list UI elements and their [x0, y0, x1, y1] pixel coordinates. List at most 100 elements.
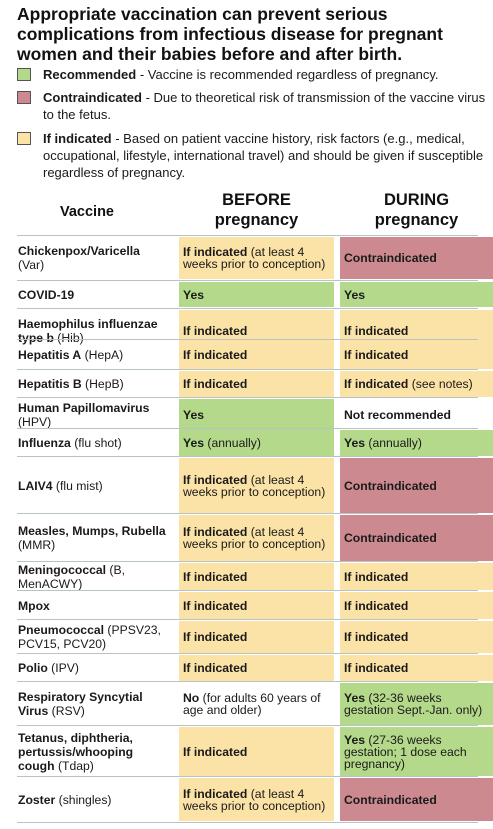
vaccine-column-header: Vaccine: [59, 204, 114, 220]
before-pregnancy-cell: Yes (annually): [179, 430, 334, 456]
table-row: Measles, Mumps, Rubella (MMR) If indicate…: [17, 513, 493, 562]
vaccine-abbr: (MMR): [18, 538, 56, 552]
vaccine-abbr: (HepA): [81, 348, 124, 362]
vaccine-abbr: (PPSV23, PCV15, PCV20): [18, 623, 161, 651]
vaccine-name: Mpox: [18, 599, 168, 613]
vaccine-name-text: COVID-19: [18, 287, 75, 302]
status-label: If indicated: [344, 569, 409, 584]
vaccine-name: Meningococcal (B, MenACWY): [18, 563, 168, 591]
status-note: (annually): [204, 436, 261, 450]
during-pregnancy-cell: If indicated (see notes): [340, 371, 493, 397]
status-label: If indicated: [183, 630, 248, 644]
table-row: Hepatitis B (HepB) If indicated If indicat…: [17, 369, 493, 398]
recommended-swatch: [17, 68, 31, 81]
before-pregnancy-cell: If indicated: [179, 341, 334, 369]
during-pregnancy-cell: Not recommended: [340, 399, 493, 430]
status-label: If indicated: [183, 744, 248, 759]
status-label: Yes: [344, 287, 366, 302]
vaccine-name-text: Mpox: [18, 598, 50, 613]
during-pregnancy-cell: If indicated: [340, 341, 493, 369]
status-label: If indicated: [183, 786, 248, 801]
status-note: (at least 4 weeks prior to conception): [183, 786, 326, 813]
table-row: Chickenpox/Varicella (Var) If indicated (…: [17, 235, 493, 280]
status-label: If indicated: [344, 598, 409, 613]
before-header-line1: BEFORE: [222, 191, 291, 209]
status-label: If indicated: [183, 598, 248, 613]
status-label: If indicated: [183, 348, 248, 362]
legend-label: If indicated: [43, 131, 112, 146]
vaccine-abbr: (flu shot): [70, 436, 122, 450]
legend-recommended: Recommended - Vaccine is recommended reg…: [17, 66, 487, 83]
during-pregnancy-cell: If indicated: [340, 563, 493, 590]
during-pregnancy-cell: Yes (32-36 weeks gestation Sept.-Jan. on…: [340, 683, 493, 725]
during-pregnancy-cell: Yes (27-36 weeks gestation; 1 dose each …: [340, 727, 493, 776]
status-label: If indicated: [183, 323, 248, 338]
table-row: Hepatitis A (HepA) If indicated If indicat…: [17, 339, 493, 370]
vaccine-name-text: Respiratory Syncytial Virus: [18, 690, 143, 718]
during-pregnancy-cell: If indicated: [340, 655, 493, 681]
table-row: COVID-19 Yes Yes: [17, 280, 493, 308]
before-column-header: BEFORE pregnancy: [179, 190, 334, 230]
status-label: Yes: [183, 287, 205, 302]
vaccine-name: Chickenpox/Varicella (Var): [18, 244, 168, 272]
status-label: If indicated: [344, 630, 409, 644]
status-label: Yes: [183, 407, 205, 422]
during-pregnancy-cell: Contraindicated: [340, 778, 493, 821]
vaccine-abbr: (flu mist): [52, 478, 103, 493]
vaccine-name: COVID-19: [18, 288, 168, 302]
vaccine-name: Zoster (shingles): [18, 793, 168, 807]
table-row: LAIV4 (flu mist) If indicated (at least 4…: [17, 456, 493, 514]
before-pregnancy-cell: If indicated: [179, 592, 334, 619]
table-row: Influenza (flu shot) Yes (annually) Yes (a…: [17, 428, 493, 457]
vaccine-name: LAIV4 (flu mist): [18, 479, 168, 493]
before-pregnancy-cell: If indicated: [179, 621, 334, 653]
status-label: No: [183, 691, 200, 705]
vaccine-abbr: (Var): [18, 258, 45, 272]
before-pregnancy-cell: If indicated: [179, 371, 334, 397]
before-pregnancy-cell: Yes: [179, 282, 334, 307]
table-row: Meningococcal (B, MenACWY) If indicated If…: [17, 561, 493, 591]
during-header-line1: DURING: [383, 191, 450, 209]
vaccine-name: Respiratory Syncytial Virus (RSV): [18, 690, 168, 718]
vaccine-name-text: Influenza: [18, 436, 71, 450]
status-label: Yes: [344, 436, 366, 450]
vaccine-abbr: (IPV): [47, 661, 79, 675]
during-column-header: DURING pregnancy: [340, 190, 493, 230]
contraindicated-swatch: [17, 91, 31, 104]
status-label: If indicated: [183, 661, 248, 675]
status-note: (32-36 weeks gestation Sept.-Jan. only): [344, 691, 483, 717]
before-pregnancy-cell: If indicated (at least 4 weeks prior to …: [179, 515, 334, 561]
vaccine-name-text: Haemophilus influenzae type b: [18, 316, 158, 345]
vaccine-name-text: Pneumococcal: [18, 623, 105, 637]
status-label: Yes: [183, 436, 205, 450]
status-note: (at least 4 weeks prior to conception): [183, 472, 326, 499]
status-label: If indicated: [344, 348, 409, 362]
status-note: (annually): [365, 436, 422, 450]
vaccine-abbr: (HepB): [81, 377, 124, 391]
legend-contraindicated: Contraindicated - Due to theoretical ris…: [17, 89, 487, 123]
table-row: Tetanus, diphtheria, pertussis/whooping …: [17, 725, 493, 777]
status-label: Yes: [344, 691, 366, 705]
vaccine-name-text: Hepatitis A: [18, 348, 82, 362]
vaccine-name-text: Hepatitis B: [18, 377, 82, 391]
during-pregnancy-cell: Contraindicated: [340, 458, 493, 513]
legend-label: Contraindicated: [43, 90, 142, 105]
status-label: Yes: [344, 732, 366, 747]
vaccine-abbr: (HPV): [18, 414, 52, 429]
vaccine-name-text: Human Papillomavirus: [18, 400, 150, 415]
before-pregnancy-cell: If indicated (at least 4 weeks prior to …: [179, 778, 334, 821]
vaccine-name-text: Polio: [18, 661, 48, 675]
during-pregnancy-cell: If indicated: [340, 592, 493, 619]
status-label: If indicated: [183, 525, 248, 539]
legend-if-indicated: If indicated - Based on patient vaccine …: [17, 130, 487, 182]
status-label: If indicated: [344, 661, 409, 675]
vaccine-name: Human Papillomavirus (HPV): [18, 401, 168, 429]
before-header-line2: pregnancy: [214, 211, 299, 229]
status-label: Not recommended: [344, 407, 451, 422]
vaccine-abbr: (shingles): [55, 792, 112, 807]
vaccine-name-text: Tetanus, diphtheria, pertussis/whooping …: [18, 730, 134, 773]
before-pregnancy-cell: If indicated (at least 4 weeks prior to …: [179, 458, 334, 513]
status-label: Contraindicated: [344, 792, 437, 807]
vaccine-abbr: (B, MenACWY): [18, 562, 126, 591]
vaccine-abbr: (Tdap): [54, 758, 94, 773]
